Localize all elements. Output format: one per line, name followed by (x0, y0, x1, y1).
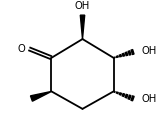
Polygon shape (131, 50, 134, 54)
Polygon shape (128, 95, 131, 99)
Polygon shape (114, 91, 115, 92)
Polygon shape (122, 94, 125, 97)
Polygon shape (114, 57, 115, 58)
Polygon shape (119, 93, 121, 95)
Polygon shape (128, 51, 131, 55)
Polygon shape (125, 94, 128, 98)
Polygon shape (116, 56, 118, 57)
Polygon shape (116, 92, 118, 94)
Polygon shape (125, 52, 128, 56)
Polygon shape (119, 55, 121, 57)
Text: O: O (17, 44, 25, 54)
Text: OH: OH (142, 46, 157, 56)
Polygon shape (80, 15, 85, 39)
Polygon shape (131, 96, 134, 101)
Polygon shape (122, 53, 125, 56)
Text: OH: OH (142, 94, 157, 104)
Text: OH: OH (75, 1, 90, 11)
Polygon shape (31, 91, 51, 101)
